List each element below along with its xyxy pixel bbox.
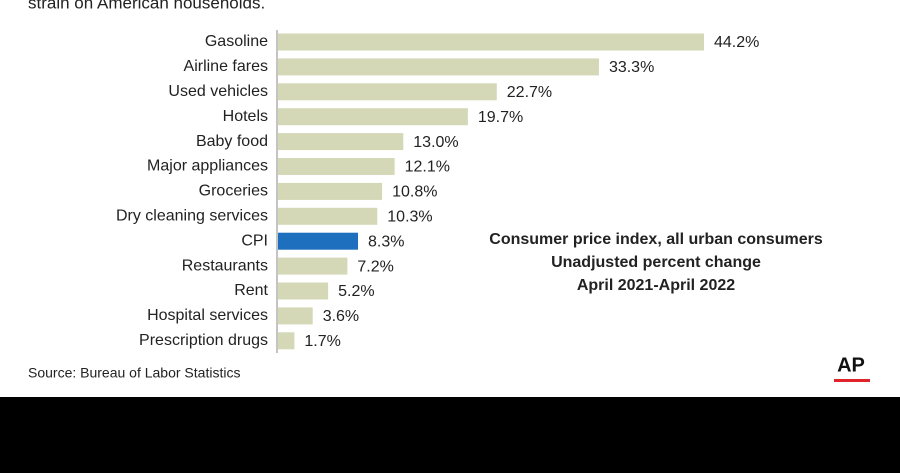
logo: AP <box>837 354 865 376</box>
logo-underline <box>834 379 870 382</box>
category-label: Dry cleaning services <box>116 208 268 225</box>
bar <box>278 257 348 275</box>
value-label: 19.7% <box>478 109 523 126</box>
category-label: Baby food <box>196 133 268 150</box>
category-label: Major appliances <box>147 158 268 175</box>
value-label: 33.3% <box>609 59 654 76</box>
value-label: 44.2% <box>714 34 759 51</box>
bar <box>278 232 358 250</box>
category-label: Hospital services <box>147 307 268 324</box>
category-label: Groceries <box>199 183 268 200</box>
bar <box>278 133 404 151</box>
category-label: Used vehicles <box>168 83 268 100</box>
value-label: 10.3% <box>387 209 432 226</box>
source: Source: Bureau of Labor Statistics <box>28 365 240 381</box>
value-label: 13.0% <box>413 134 458 151</box>
bar <box>278 282 329 300</box>
bar <box>278 307 313 325</box>
bottom-band <box>0 397 900 473</box>
category-label: Prescription drugs <box>139 332 268 349</box>
bar <box>278 158 395 175</box>
bar <box>278 207 378 225</box>
category-label: Hotels <box>223 108 268 125</box>
value-label: 8.3% <box>368 233 404 250</box>
bar <box>278 58 599 76</box>
bar <box>278 108 468 126</box>
value-label: 5.2% <box>338 283 374 300</box>
category-label: Restaurants <box>182 257 268 274</box>
value-label: 1.7% <box>304 333 340 350</box>
annotation: Consumer price index, all urban consumer… <box>489 231 823 248</box>
bar <box>278 182 383 200</box>
value-label: 10.8% <box>392 184 437 201</box>
value-label: 3.6% <box>323 308 359 325</box>
annotation: April 2021-April 2022 <box>577 277 735 294</box>
annotation: Unadjusted percent change <box>551 254 761 271</box>
category-label: Gasoline <box>205 33 268 50</box>
subtitle: strain on American households. <box>28 0 265 12</box>
bar <box>278 332 295 350</box>
value-label: 12.1% <box>405 159 450 176</box>
bar <box>278 83 497 101</box>
category-label: Airline fares <box>184 58 268 75</box>
bar <box>278 33 704 51</box>
category-label: CPI <box>241 232 268 249</box>
value-label: 7.2% <box>357 258 393 275</box>
value-label: 22.7% <box>507 84 552 101</box>
category-label: Rent <box>234 282 268 299</box>
